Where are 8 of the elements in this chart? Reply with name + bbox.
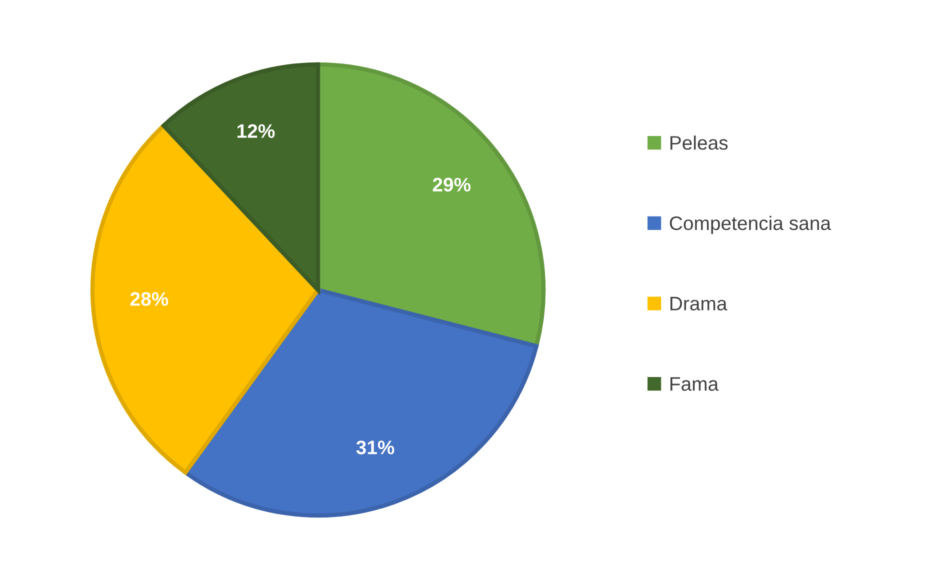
legend-label: Fama (670, 377, 719, 391)
data-label: 12% (238, 124, 275, 138)
data-label: 29% (432, 178, 471, 192)
data-label: 31% (356, 440, 394, 454)
legend-label: Peleas (670, 136, 728, 150)
legend-label: Drama (670, 296, 728, 310)
legend-label: Competencia sana (670, 216, 832, 234)
data-label: 28% (130, 292, 168, 306)
